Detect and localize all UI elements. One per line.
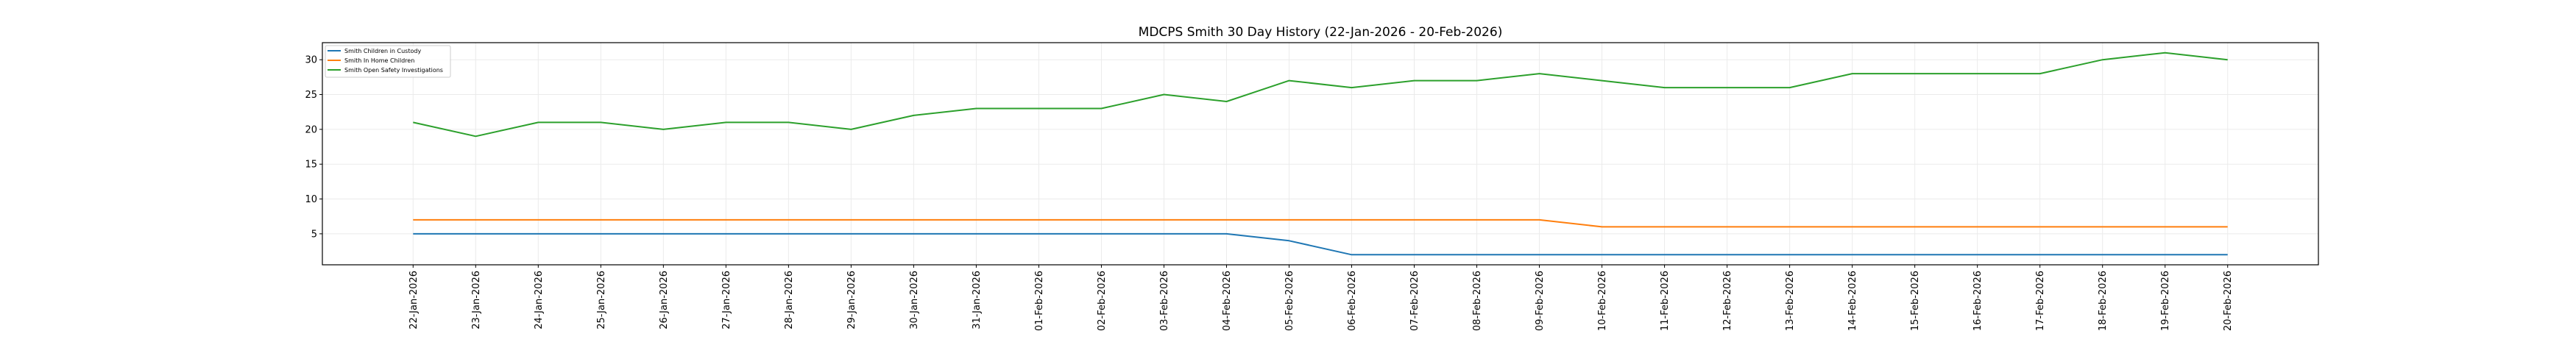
plot-frame: [322, 43, 2318, 265]
x-tick-label: 26-Jan-2026: [659, 271, 670, 330]
y-tick-label: 30: [305, 55, 317, 66]
y-tick-label: 10: [305, 194, 317, 205]
series-lines: [413, 53, 2227, 255]
x-tick-label: 17-Feb-2026: [2035, 271, 2046, 331]
legend-label-investigations: Smith Open Safety Investigations: [344, 67, 443, 74]
x-tick-label: 27-Jan-2026: [721, 271, 732, 330]
x-tick-label: 10-Feb-2026: [1597, 271, 1608, 331]
y-tick-label: 15: [305, 160, 317, 171]
x-tick-label: 29-Jan-2026: [846, 271, 857, 330]
series-line-1: [413, 220, 2227, 227]
x-tick-label: 24-Jan-2026: [534, 271, 545, 330]
chart-title: MDCPS Smith 30 Day History (22-Jan-2026 …: [1139, 25, 1503, 40]
x-tick-label: 08-Feb-2026: [1472, 271, 1483, 331]
x-tick-label: 31-Jan-2026: [972, 271, 983, 330]
legend: Smith Children in Custody Smith In Home …: [325, 46, 450, 77]
x-tick-label: 30-Jan-2026: [909, 271, 920, 330]
x-tick-label: 14-Feb-2026: [1847, 271, 1858, 331]
x-tick-label: 25-Jan-2026: [596, 271, 607, 330]
x-tick-label: 23-Jan-2026: [471, 271, 482, 330]
x-tick-label: 13-Feb-2026: [1785, 271, 1796, 331]
y-tick-label: 20: [305, 124, 317, 135]
x-tick-label: 20-Feb-2026: [2223, 271, 2234, 331]
grid: [322, 43, 2318, 265]
legend-label-custody: Smith Children in Custody: [344, 48, 421, 54]
x-axis: 22-Jan-2026 23-Jan-2026 24-Jan-2026 25-Jan-…: [408, 265, 2234, 331]
x-tick-label: 05-Feb-2026: [1284, 271, 1295, 331]
y-tick-label: 25: [305, 90, 317, 101]
y-tick-label: 5: [311, 229, 317, 240]
x-tick-label: 06-Feb-2026: [1347, 271, 1358, 331]
x-tick-label: 01-Feb-2026: [1034, 271, 1045, 331]
x-tick-label: 22-Jan-2026: [408, 271, 420, 330]
x-tick-label: 11-Feb-2026: [1660, 271, 1671, 331]
series-line-0: [413, 234, 2227, 254]
x-tick-label: 07-Feb-2026: [1409, 271, 1420, 331]
legend-label-inhome: Smith In Home Children: [344, 57, 414, 64]
x-tick-label: 02-Feb-2026: [1097, 271, 1108, 331]
y-axis: 5 10 15 20 25 30: [305, 55, 322, 241]
x-tick-label: 03-Feb-2026: [1159, 271, 1170, 331]
x-tick-label: 04-Feb-2026: [1222, 271, 1233, 331]
x-tick-label: 16-Feb-2026: [1972, 271, 1984, 331]
x-tick-label: 12-Feb-2026: [1722, 271, 1733, 331]
x-tick-label: 18-Feb-2026: [2098, 271, 2109, 331]
x-tick-label: 15-Feb-2026: [1910, 271, 1921, 331]
x-tick-label: 28-Jan-2026: [784, 271, 795, 330]
x-tick-label: 09-Feb-2026: [1535, 271, 1546, 331]
x-tick-label: 19-Feb-2026: [2160, 271, 2171, 331]
